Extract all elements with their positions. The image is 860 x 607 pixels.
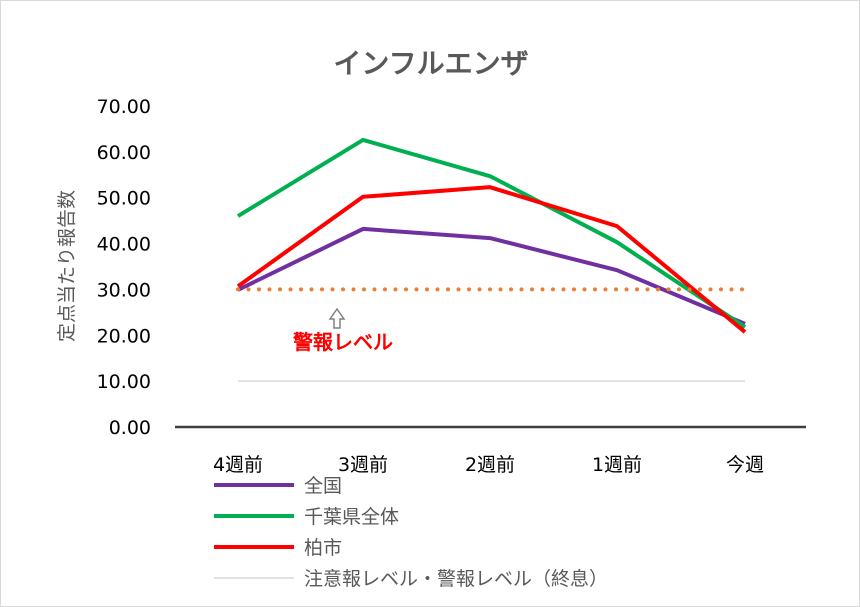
series-line [236,185,747,334]
x-tick-label: 2週前 [465,454,515,476]
up-arrow-icon [328,307,346,329]
x-tick-label: 4週前 [213,454,263,476]
x-tick-label: 1週前 [592,454,642,476]
alert-level-annotation: 警報レベル [293,330,393,354]
y-axis-label: 定点当たり報告数 [56,190,78,342]
legend-label: 千葉県全体 [304,506,399,528]
y-tick-label: 50.00 [97,188,151,210]
y-tick-label: 70.00 [97,96,151,118]
x-tick-label: 今週 [726,454,764,476]
legend-label: 柏市 [304,537,342,559]
y-tick-label: 20.00 [97,325,151,347]
legend-label: 注意報レベル・警報レベル（終息） [304,568,608,590]
series-line [237,226,746,326]
x-tick-label: 3週前 [338,454,388,476]
y-tick-label: 10.00 [97,371,151,393]
y-tick-label: 0.00 [109,417,151,439]
legend-label: 全国 [304,475,342,497]
chart-title: インフルエンザ [333,47,528,80]
y-tick-label: 60.00 [97,142,151,164]
series-line [236,137,747,329]
y-tick-label: 40.00 [97,234,151,256]
y-tick-label: 30.00 [97,279,151,301]
